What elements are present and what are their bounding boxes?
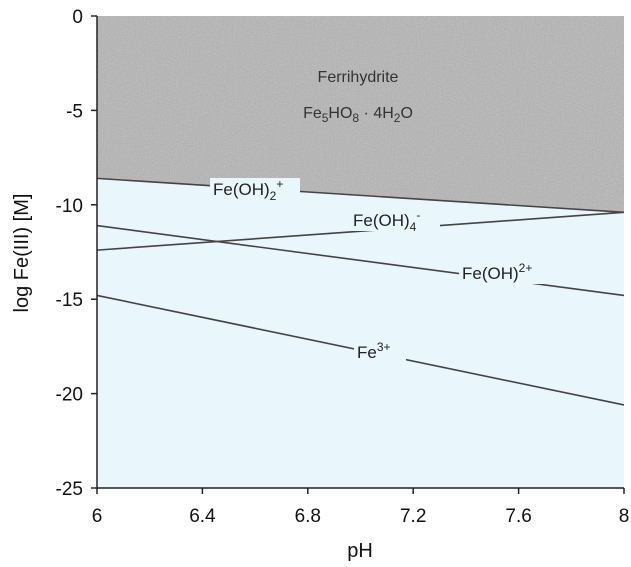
series-label-fe-oh-2-plus: Fe(OH)2+: [213, 177, 283, 203]
ferrihydrite-formula: Fe5HO8 · 4H2O: [303, 105, 413, 125]
series-label-mask: [354, 341, 406, 363]
series-label-fe-3-plus: Fe3+: [357, 340, 391, 362]
y-tick-label: -10: [56, 196, 83, 217]
y-tick-label: -25: [56, 479, 83, 500]
series-label-fe-oh-2-plus-charge: Fe(OH)2+: [462, 261, 532, 283]
y-tick-label: -5: [66, 101, 83, 122]
x-tick-label: 8: [619, 506, 630, 527]
series-label-mask: [210, 178, 300, 200]
x-tick-label: 7.6: [505, 506, 531, 527]
x-tick-label: 6: [92, 506, 103, 527]
y-tick-label: -15: [56, 290, 83, 311]
series-label-fe-oh-4-minus: Fe(OH)4-: [353, 208, 420, 234]
series-line-fe-oh-4-minus: [96, 211, 625, 251]
series-label-mask: [459, 262, 549, 284]
x-tick-label: 6.8: [295, 506, 321, 527]
ferrihydrite-label: Ferrihydrite: [318, 69, 399, 86]
y-tick-label: -20: [56, 385, 83, 406]
y-tick-label: 0: [72, 7, 83, 28]
x-axis-title: pH: [347, 540, 373, 562]
y-axis-title: log Fe(III) [M]: [11, 194, 33, 313]
x-tick-label: 6.4: [189, 506, 216, 527]
series-label-mask: [350, 209, 440, 231]
ferrihydrite-region: [97, 16, 624, 213]
series-line-fe-oh-2-plus: [96, 177, 625, 214]
x-tick-label: 7.2: [400, 506, 426, 527]
